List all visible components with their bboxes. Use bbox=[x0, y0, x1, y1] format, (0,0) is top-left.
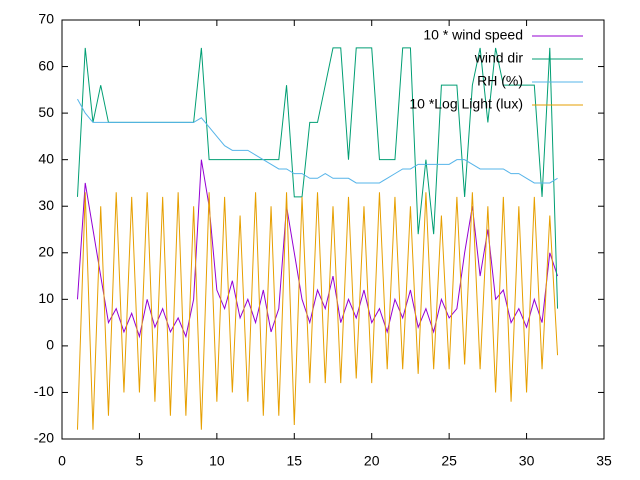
x-tick-label: 10 bbox=[209, 453, 225, 469]
x-tick-label: 25 bbox=[441, 453, 457, 469]
y-tick-label: 30 bbox=[38, 197, 54, 213]
x-tick-label: 20 bbox=[364, 453, 380, 469]
y-tick-label: 40 bbox=[38, 150, 54, 166]
legend: 10 * wind speed wind dir RH (%) 10 *Log Lig… bbox=[409, 27, 583, 112]
y-tick-label: 10 bbox=[38, 290, 54, 306]
y-tick-label: 0 bbox=[46, 337, 54, 353]
y-tick-label: 20 bbox=[38, 243, 54, 259]
legend-label: RH (%) bbox=[477, 73, 523, 89]
series-line bbox=[77, 98, 558, 184]
y-tick-label: 60 bbox=[38, 57, 54, 73]
y-tick-label: 70 bbox=[38, 11, 54, 27]
x-tick-label: 35 bbox=[596, 453, 612, 469]
legend-label: 10 *Log Light (lux) bbox=[409, 96, 523, 112]
plot-frame bbox=[61, 19, 605, 440]
y-tick-label: -10 bbox=[34, 383, 54, 399]
legend-label: wind dir bbox=[474, 50, 524, 66]
x-tick-label: 15 bbox=[286, 453, 302, 469]
y-tick-label: 50 bbox=[38, 104, 54, 120]
x-tick-label: 0 bbox=[58, 453, 66, 469]
x-tick-label: 5 bbox=[136, 453, 144, 469]
x-tick-label: 30 bbox=[519, 453, 535, 469]
y-tick-label: -20 bbox=[34, 430, 54, 446]
series-line bbox=[76, 192, 559, 430]
plot-lines bbox=[76, 47, 559, 430]
legend-label: 10 * wind speed bbox=[423, 27, 523, 43]
